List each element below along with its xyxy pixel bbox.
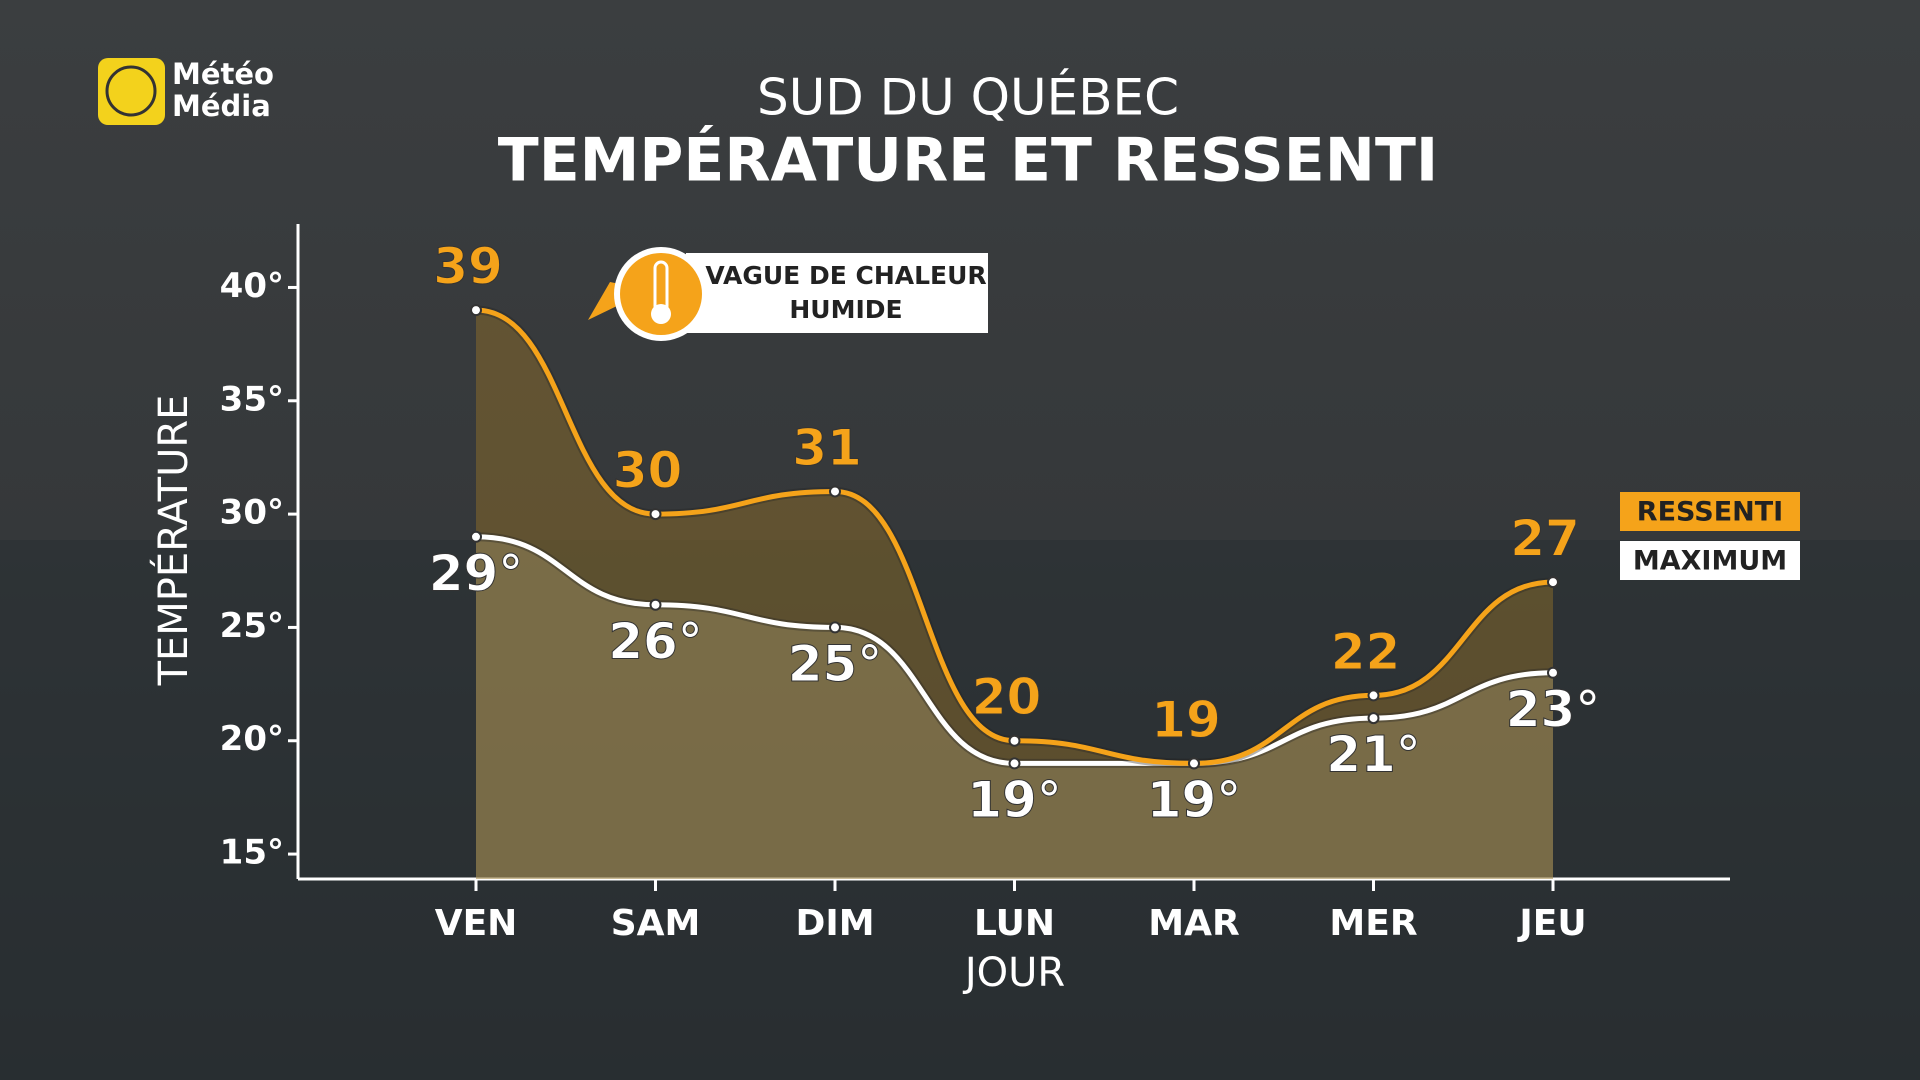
annotation-icon <box>620 253 702 335</box>
data-label: 23° <box>1506 680 1601 738</box>
logo: Météo Média <box>98 57 274 125</box>
data-label: 19 <box>1151 691 1221 749</box>
x-tick-label: MAR <box>1148 903 1239 944</box>
point <box>1188 757 1200 770</box>
data-label: 25° <box>788 635 883 693</box>
annotation-text: HUMIDE <box>789 295 902 324</box>
point <box>1008 757 1021 770</box>
legend-swatch <box>1620 492 1800 531</box>
y-tick-label: 35° <box>220 379 284 419</box>
area <box>476 310 1553 879</box>
y-tick-label: 20° <box>220 719 284 759</box>
legend-label: RESSENTI <box>1637 497 1783 528</box>
annotation-box <box>686 253 988 333</box>
water <box>0 540 1920 1080</box>
x-tick-label: JEU <box>1516 903 1586 944</box>
point <box>470 304 482 317</box>
point <box>829 621 841 634</box>
x-tick-label: SAM <box>611 903 701 944</box>
data-label: 29° <box>429 544 524 602</box>
x-tick-label: MER <box>1329 903 1417 944</box>
chart-title: SUD DU QUÉBEC <box>757 68 1179 127</box>
x-tick-label: DIM <box>795 903 874 944</box>
logo-text: Météo <box>172 57 274 91</box>
chart-subtitle: TEMPÉRATURE ET RESSENTI <box>498 124 1438 196</box>
thermometer-bulb <box>651 304 671 324</box>
point <box>1367 689 1380 702</box>
y-tick-label: 30° <box>220 493 284 533</box>
point <box>649 508 662 521</box>
data-label: 31 <box>792 419 862 477</box>
point <box>470 530 482 543</box>
legend-label: MAXIMUM <box>1633 546 1787 577</box>
data-label: 22 <box>1331 623 1401 681</box>
data-label: 19° <box>1147 771 1242 829</box>
y-axis-title: TEMPÉRATURE <box>149 395 197 687</box>
legend-swatch <box>1620 541 1800 580</box>
data-label: 19° <box>967 771 1062 829</box>
data-label: 21° <box>1326 726 1421 784</box>
logo-globe <box>105 65 157 117</box>
logo-text: Média <box>172 89 271 123</box>
point <box>1547 576 1559 589</box>
annotation: VAGUE DE CHALEUR HUMIDE <box>588 247 988 341</box>
point <box>1547 666 1559 679</box>
point <box>829 485 841 498</box>
point <box>1367 712 1380 725</box>
x-tick-label: LUN <box>974 903 1055 944</box>
y-tick-label: 40° <box>220 266 284 306</box>
data-label: 20 <box>972 668 1042 726</box>
data-label: 26° <box>608 612 703 670</box>
annotation-text: VAGUE DE CHALEUR <box>705 261 986 290</box>
point <box>649 598 662 611</box>
point <box>1008 734 1021 747</box>
y-tick-label: 25° <box>220 606 284 646</box>
x-tick-label: VEN <box>435 903 518 944</box>
data-label: 39 <box>433 238 503 296</box>
x-axis-title: JOUR <box>962 950 1065 996</box>
data-label: 27 <box>1510 510 1580 568</box>
area <box>476 536 1553 879</box>
data-label: 30 <box>613 442 683 500</box>
y-tick-label: 15° <box>220 833 284 873</box>
